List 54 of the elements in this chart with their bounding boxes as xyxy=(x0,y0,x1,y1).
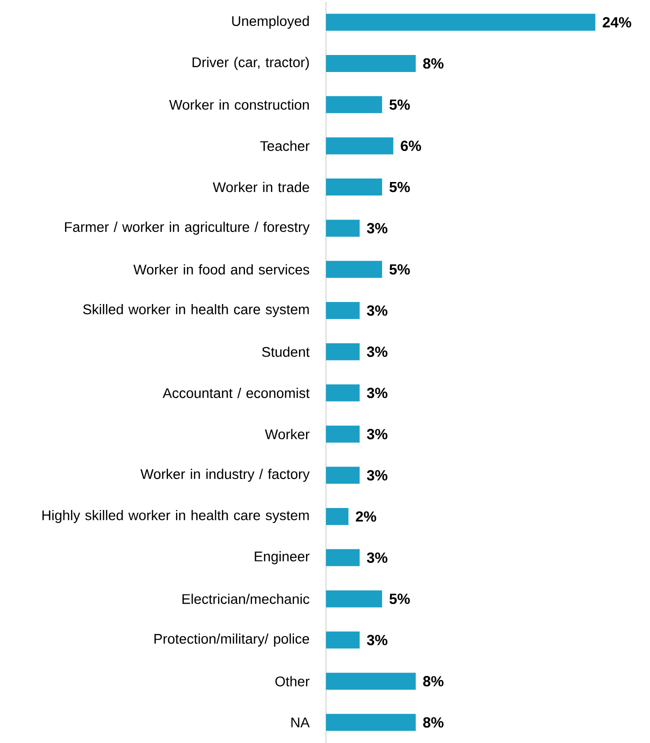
data-label: 3% xyxy=(366,634,388,646)
y-tick-label: Student xyxy=(262,346,310,357)
y-tick-label: Electrician/mechanic xyxy=(182,594,310,604)
y-tick-label: Farmer / worker in agriculture / forestry xyxy=(65,222,310,235)
bar xyxy=(326,549,360,566)
y-tick-label: Worker in industry / factory xyxy=(140,468,310,482)
y-tick-label: Driver (car, tractor) xyxy=(192,56,309,70)
y-tick-label: Other xyxy=(275,676,310,686)
y-tick-label: Skilled worker in health care system xyxy=(83,304,309,318)
data-label: 5% xyxy=(389,594,410,604)
bar xyxy=(326,384,360,402)
y-tick-label: Unemployed xyxy=(232,16,309,29)
y-tick-label: Worker xyxy=(264,428,310,440)
data-label: 2% xyxy=(356,511,376,522)
bar xyxy=(326,466,360,484)
bar xyxy=(326,137,394,154)
bar xyxy=(326,220,360,237)
data-label: 5% xyxy=(389,264,410,275)
y-tick-label: Highly skilled worker in health care system xyxy=(42,510,309,524)
data-label: 3% xyxy=(366,552,388,563)
bar xyxy=(326,426,360,443)
data-label: 3% xyxy=(366,223,388,234)
bar xyxy=(326,632,360,649)
y-tick-label: Worker in food and services xyxy=(133,264,310,275)
bar xyxy=(326,14,596,31)
data-label: 3% xyxy=(366,428,388,440)
y-tick-label: Protection/military/ police xyxy=(154,634,310,647)
bar xyxy=(326,302,360,320)
y-tick-label: Teacher xyxy=(260,140,310,151)
data-label: 3% xyxy=(366,305,388,316)
data-label: 3% xyxy=(366,388,388,398)
y-tick-label: Accountant / economist xyxy=(162,388,310,398)
bar xyxy=(326,714,416,731)
y-tick-label: NA xyxy=(291,718,310,728)
data-label: 8% xyxy=(423,58,444,69)
bar xyxy=(326,672,416,690)
bar xyxy=(326,96,382,114)
y-tick-label: Worker in trade xyxy=(212,182,310,192)
data-label: 5% xyxy=(389,99,410,110)
bar xyxy=(326,508,348,525)
bar xyxy=(326,178,382,196)
data-label: 3% xyxy=(366,346,388,357)
data-label: 3% xyxy=(366,470,388,481)
bar xyxy=(326,54,416,72)
data-label: 24% xyxy=(602,17,632,28)
data-label: 6% xyxy=(400,140,422,152)
y-tick-label: Engineer xyxy=(254,551,310,564)
bar xyxy=(326,343,360,360)
y-tick-label: Worker in construction xyxy=(169,100,309,110)
bar xyxy=(326,590,382,608)
bar xyxy=(326,260,382,278)
data-label: 8% xyxy=(423,717,444,728)
data-label: 5% xyxy=(389,182,410,192)
data-label: 8% xyxy=(423,676,444,686)
